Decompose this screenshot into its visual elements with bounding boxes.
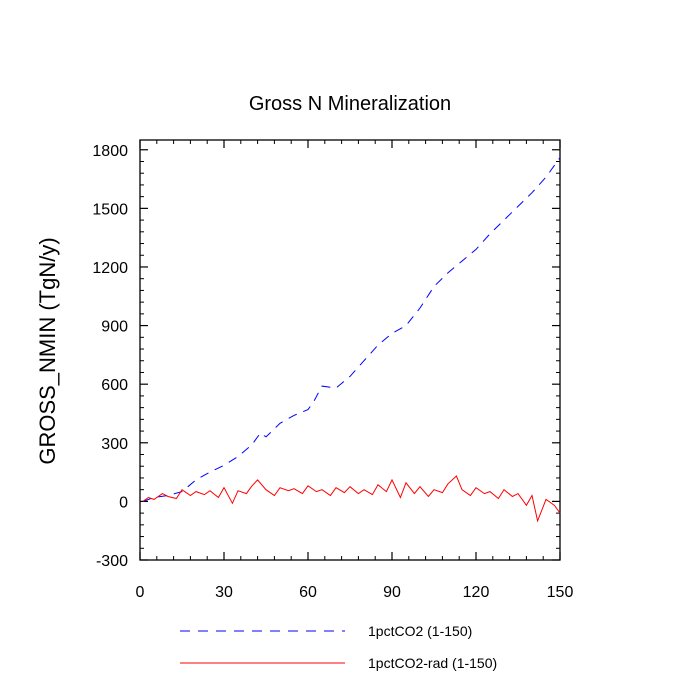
y-tick-label: 600	[101, 377, 128, 394]
series-line-1	[142, 157, 561, 502]
y-tick-label: 900	[101, 319, 128, 336]
chart-title: Gross N Mineralization	[249, 93, 451, 115]
y-tick-label: -300	[96, 553, 128, 570]
x-tick-label: 120	[463, 584, 490, 601]
x-tick-label: 0	[136, 584, 145, 601]
y-tick-label: 1500	[92, 201, 128, 218]
x-tick-label: 30	[215, 584, 233, 601]
x-tick-label: 150	[547, 584, 574, 601]
y-tick-label: 300	[101, 436, 128, 453]
series-line-2	[142, 475, 561, 523]
legend-label: 1pctCO2 (1-150)	[368, 623, 472, 639]
plot-frame	[139, 139, 561, 561]
x-tick-label: 90	[383, 584, 401, 601]
y-tick-label: 0	[119, 494, 128, 511]
x-tick-label: 60	[299, 584, 317, 601]
legend: 1pctCO2 (1-150) 1pctCO2-rad (1-150)	[180, 623, 497, 671]
y-tick-label: 1200	[92, 260, 128, 277]
series-lines	[142, 157, 561, 523]
y-axis-label: GROSS_NMIN (TgN/y)	[35, 237, 60, 464]
legend-label: 1pctCO2-rad (1-150)	[368, 655, 497, 671]
y-tick-label: 1800	[92, 143, 128, 160]
axis-ticks: 0 30 60 90 120 150 -300 0 300 600 900 1200 1500 1800	[92, 140, 573, 601]
